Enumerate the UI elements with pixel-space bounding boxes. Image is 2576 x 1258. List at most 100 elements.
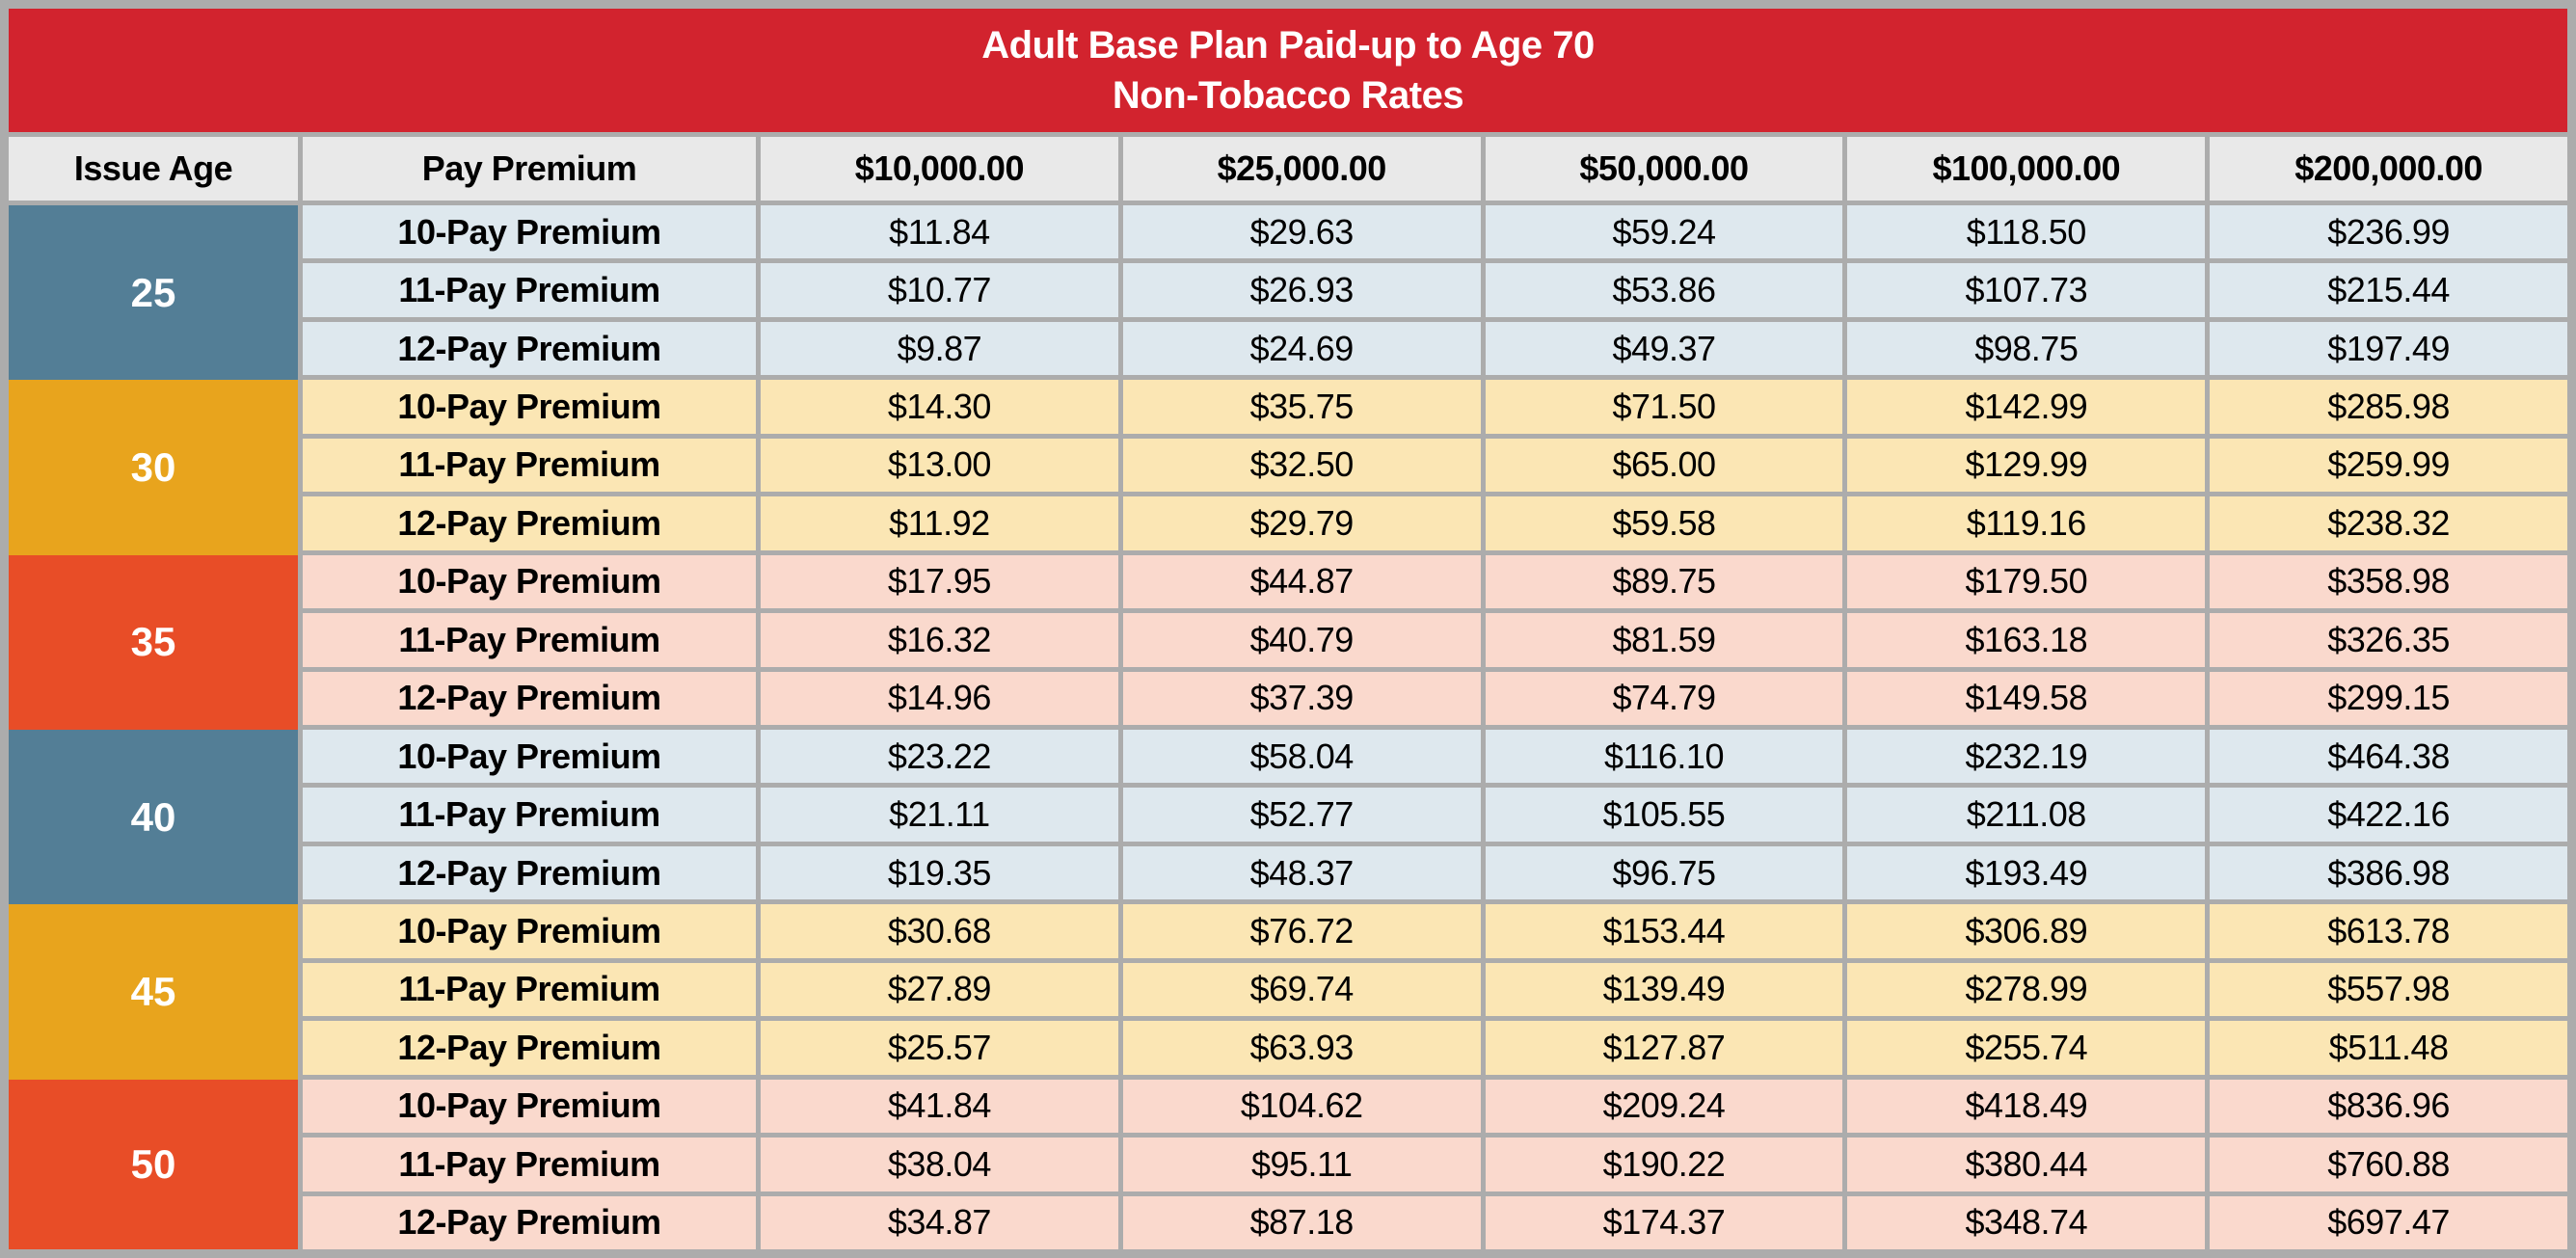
column-header-face-50000: $50,000.00 xyxy=(1485,137,1843,201)
premium-value-cell: $418.49 xyxy=(1847,1079,2206,1134)
premium-value-cell: $19.35 xyxy=(761,845,1118,900)
premium-value-cell: $40.79 xyxy=(1122,613,1481,667)
table-title-banner: Adult Base Plan Paid-up to Age 70 Non-To… xyxy=(9,9,2567,132)
pay-premium-label: 10-Pay Premium xyxy=(303,1079,756,1134)
premium-value-cell: $105.55 xyxy=(1485,788,1843,842)
premium-value-cell: $179.50 xyxy=(1847,554,2206,609)
premium-value-cell: $190.22 xyxy=(1485,1138,1843,1191)
pay-premium-label: 11-Pay Premium xyxy=(303,1138,756,1191)
pay-premium-label: 12-Pay Premium xyxy=(303,496,756,550)
premium-value-cell: $116.10 xyxy=(1485,729,1843,784)
premium-value-cell: $163.18 xyxy=(1847,613,2206,667)
premium-value-cell: $278.99 xyxy=(1847,962,2206,1017)
premium-value-cell: $10.77 xyxy=(761,263,1118,317)
premium-value-cell: $23.22 xyxy=(761,729,1118,784)
premium-value-cell: $104.62 xyxy=(1122,1079,1481,1134)
premium-value-cell: $69.74 xyxy=(1122,962,1481,1017)
premium-value-cell: $348.74 xyxy=(1847,1195,2206,1249)
premium-value-cell: $29.63 xyxy=(1122,205,1481,259)
premium-value-cell: $30.68 xyxy=(761,904,1118,958)
premium-value-cell: $58.04 xyxy=(1122,729,1481,784)
rate-table: Adult Base Plan Paid-up to Age 70 Non-To… xyxy=(9,9,2567,1249)
premium-value-cell: $259.99 xyxy=(2210,438,2567,493)
premium-value-cell: $149.58 xyxy=(1847,671,2206,725)
pay-premium-label: 12-Pay Premium xyxy=(303,1021,756,1075)
premium-value-cell: $11.84 xyxy=(761,205,1118,259)
premium-value-cell: $285.98 xyxy=(2210,380,2567,434)
premium-value-cell: $464.38 xyxy=(2210,729,2567,784)
premium-value-cell: $380.44 xyxy=(1847,1138,2206,1191)
premium-value-cell: $119.16 xyxy=(1847,496,2206,550)
premium-value-cell: $107.73 xyxy=(1847,263,2206,317)
premium-value-cell: $9.87 xyxy=(761,321,1118,376)
premium-value-cell: $53.86 xyxy=(1485,263,1843,317)
premium-value-cell: $32.50 xyxy=(1122,438,1481,493)
premium-value-cell: $209.24 xyxy=(1485,1079,1843,1134)
pay-premium-label: 10-Pay Premium xyxy=(303,205,756,259)
premium-value-cell: $63.93 xyxy=(1122,1021,1481,1075)
premium-value-cell: $59.24 xyxy=(1485,205,1843,259)
pay-premium-label: 11-Pay Premium xyxy=(303,263,756,317)
premium-value-cell: $557.98 xyxy=(2210,962,2567,1017)
column-header-face-200000: $200,000.00 xyxy=(2210,137,2567,201)
premium-value-cell: $127.87 xyxy=(1485,1021,1843,1075)
premium-value-cell: $27.89 xyxy=(761,962,1118,1017)
issue-age-cell-30: 30 xyxy=(9,380,298,555)
premium-value-cell: $37.39 xyxy=(1122,671,1481,725)
premium-value-cell: $89.75 xyxy=(1485,554,1843,609)
premium-value-cell: $95.11 xyxy=(1122,1138,1481,1191)
premium-value-cell: $836.96 xyxy=(2210,1079,2567,1134)
premium-value-cell: $139.49 xyxy=(1485,962,1843,1017)
premium-value-cell: $35.75 xyxy=(1122,380,1481,434)
premium-value-cell: $386.98 xyxy=(2210,845,2567,900)
pay-premium-label: 12-Pay Premium xyxy=(303,845,756,900)
premium-value-cell: $174.37 xyxy=(1485,1195,1843,1249)
pay-premium-label: 11-Pay Premium xyxy=(303,438,756,493)
issue-age-cell-40: 40 xyxy=(9,729,298,905)
premium-value-cell: $44.87 xyxy=(1122,554,1481,609)
premium-value-cell: $129.99 xyxy=(1847,438,2206,493)
premium-value-cell: $76.72 xyxy=(1122,904,1481,958)
premium-value-cell: $11.92 xyxy=(761,496,1118,550)
premium-value-cell: $38.04 xyxy=(761,1138,1118,1191)
premium-value-cell: $14.30 xyxy=(761,380,1118,434)
premium-value-cell: $238.32 xyxy=(2210,496,2567,550)
premium-value-cell: $697.47 xyxy=(2210,1195,2567,1249)
premium-value-cell: $255.74 xyxy=(1847,1021,2206,1075)
pay-premium-label: 10-Pay Premium xyxy=(303,380,756,434)
premium-value-cell: $142.99 xyxy=(1847,380,2206,434)
pay-premium-label: 10-Pay Premium xyxy=(303,904,756,958)
premium-value-cell: $197.49 xyxy=(2210,321,2567,376)
premium-value-cell: $13.00 xyxy=(761,438,1118,493)
premium-value-cell: $81.59 xyxy=(1485,613,1843,667)
premium-value-cell: $48.37 xyxy=(1122,845,1481,900)
premium-value-cell: $74.79 xyxy=(1485,671,1843,725)
premium-value-cell: $211.08 xyxy=(1847,788,2206,842)
issue-age-cell-50: 50 xyxy=(9,1079,298,1249)
premium-value-cell: $215.44 xyxy=(2210,263,2567,317)
premium-value-cell: $87.18 xyxy=(1122,1195,1481,1249)
column-header-issue-age: Issue Age xyxy=(9,137,298,201)
premium-value-cell: $306.89 xyxy=(1847,904,2206,958)
premium-value-cell: $25.57 xyxy=(761,1021,1118,1075)
premium-value-cell: $422.16 xyxy=(2210,788,2567,842)
premium-value-cell: $98.75 xyxy=(1847,321,2206,376)
column-header-face-25000: $25,000.00 xyxy=(1122,137,1481,201)
premium-value-cell: $26.93 xyxy=(1122,263,1481,317)
pay-premium-label: 10-Pay Premium xyxy=(303,729,756,784)
premium-value-cell: $613.78 xyxy=(2210,904,2567,958)
pay-premium-label: 11-Pay Premium xyxy=(303,788,756,842)
premium-value-cell: $71.50 xyxy=(1485,380,1843,434)
premium-value-cell: $236.99 xyxy=(2210,205,2567,259)
pay-premium-label: 12-Pay Premium xyxy=(303,1195,756,1249)
premium-value-cell: $299.15 xyxy=(2210,671,2567,725)
column-header-pay-premium: Pay Premium xyxy=(303,137,756,201)
issue-age-cell-35: 35 xyxy=(9,554,298,730)
premium-value-cell: $16.32 xyxy=(761,613,1118,667)
column-header-face-100000: $100,000.00 xyxy=(1847,137,2206,201)
premium-value-cell: $49.37 xyxy=(1485,321,1843,376)
premium-value-cell: $193.49 xyxy=(1847,845,2206,900)
rate-class-subtitle: Non-Tobacco Rates xyxy=(1112,74,1464,117)
premium-value-cell: $65.00 xyxy=(1485,438,1843,493)
